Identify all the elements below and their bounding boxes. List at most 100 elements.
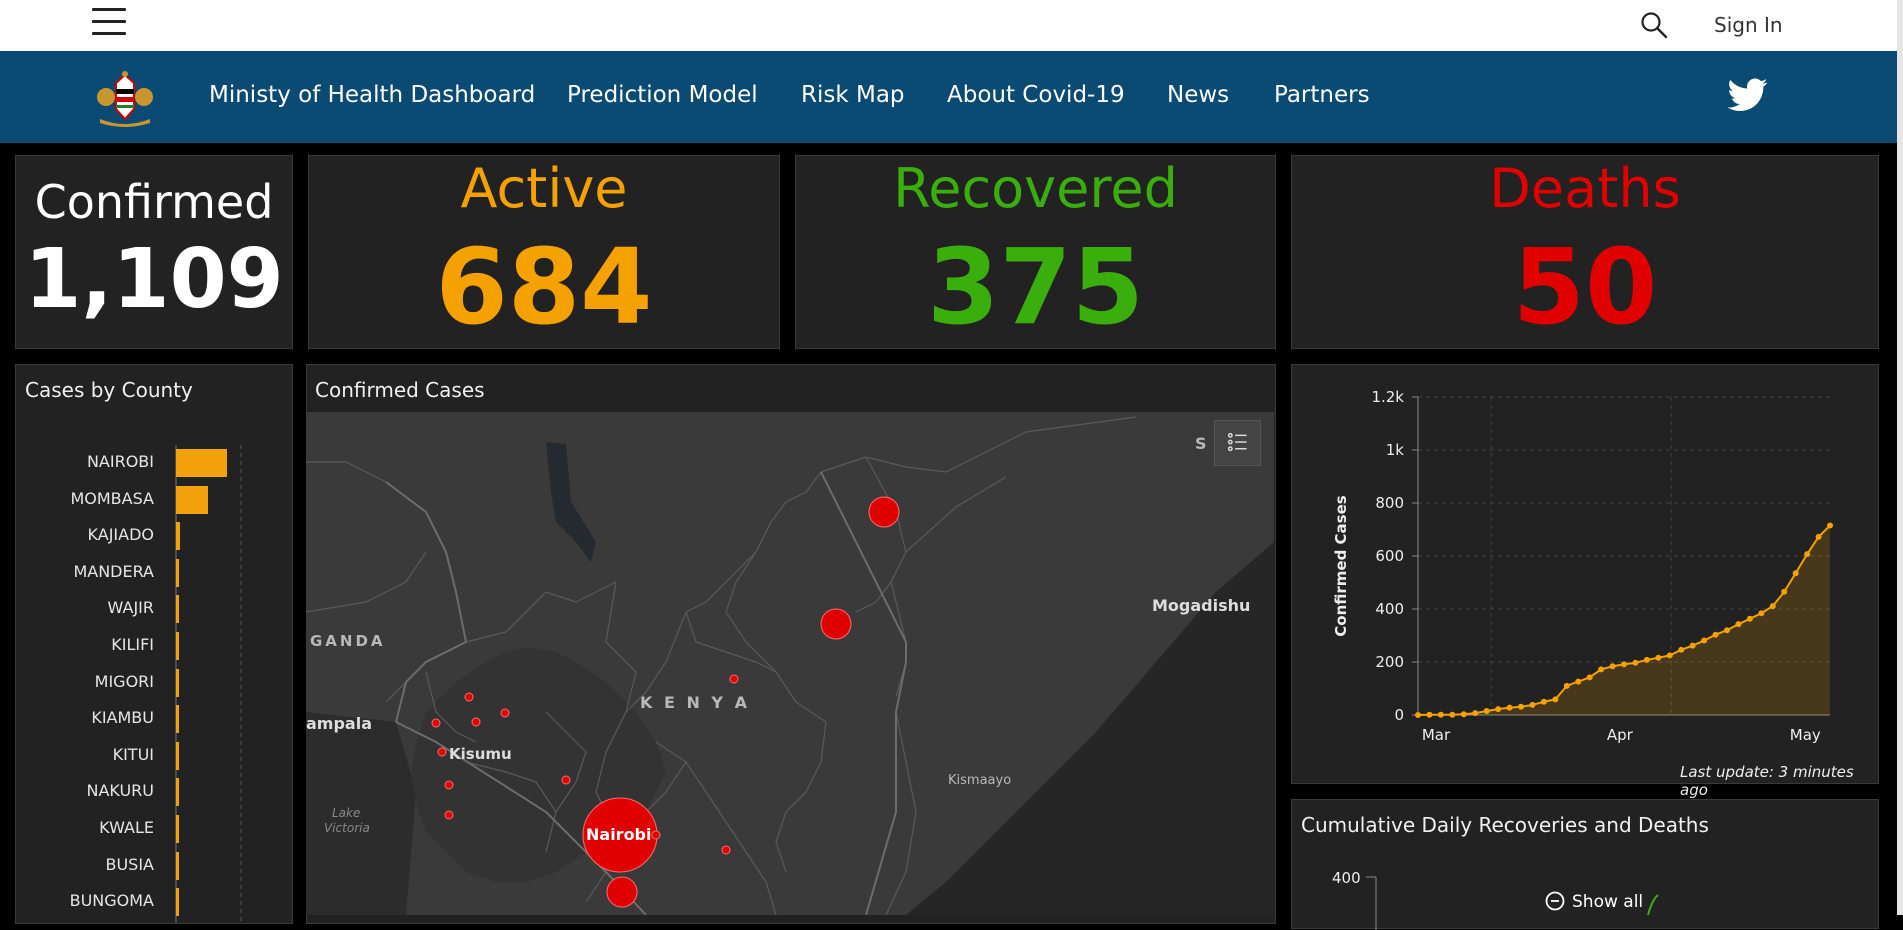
chart-y-axis-label: Confirmed Cases	[1332, 495, 1350, 637]
county-name: KITUI	[112, 744, 154, 764]
county-bar[interactable]	[176, 741, 179, 770]
county-bar[interactable]	[176, 558, 179, 587]
sign-in-link[interactable]: Sign In	[1714, 13, 1783, 37]
chart-y-tick-label: 0	[1394, 706, 1404, 724]
county-bar[interactable]	[176, 632, 179, 660]
recovered-value: 375	[926, 226, 1145, 348]
chart-data-point	[1655, 654, 1662, 661]
county-bar[interactable]	[176, 668, 179, 697]
nav-item-ministry-dashboard[interactable]: Ministy of Health Dashboard	[209, 82, 536, 108]
nav-item-about-covid[interactable]: About Covid-19	[947, 82, 1125, 108]
case-marker	[561, 775, 571, 785]
chart-data-point	[1449, 711, 1456, 718]
case-marker	[437, 747, 447, 757]
county-bar[interactable]	[176, 815, 179, 843]
county-bar[interactable]	[176, 705, 179, 734]
deaths-label: Deaths	[1489, 157, 1681, 220]
county-row[interactable]: NAIROBI	[16, 447, 286, 477]
nav-item-risk-map[interactable]: Risk Map	[801, 82, 905, 108]
lake-victoria	[306, 712, 416, 915]
nav-item-partners[interactable]: Partners	[1274, 82, 1370, 108]
county-name: WAJIR	[107, 598, 154, 618]
county-bar[interactable]	[176, 888, 179, 917]
chart-data-point	[1609, 663, 1616, 670]
lake-turkana	[546, 442, 596, 562]
kenya-coat-of-arms-logo[interactable]	[94, 69, 156, 129]
county-row[interactable]: BUNGOMA	[16, 886, 286, 917]
last-update-text: Last update: 3 minutes ago	[1680, 763, 1854, 799]
chart-x-tick-label: May	[1790, 726, 1821, 744]
show-all-label: Show all	[1572, 892, 1644, 912]
legend-list-icon	[1227, 432, 1247, 452]
county-bar[interactable]	[176, 778, 179, 807]
county-name: MOMBASA	[70, 488, 154, 508]
case-marker	[721, 845, 731, 855]
chart-data-point	[1495, 706, 1502, 713]
county-name: KIAMBU	[91, 708, 154, 728]
recoveries-deaths-panel: Cumulative Daily Recoveries and Deaths 4…	[1291, 799, 1879, 930]
chart-data-point	[1666, 652, 1673, 659]
indian-ocean	[906, 542, 1274, 915]
deaths-panel: Deaths 50	[1291, 155, 1879, 349]
hamburger-menu-icon[interactable]	[92, 8, 126, 38]
case-marker	[444, 810, 454, 820]
county-bar[interactable]	[176, 851, 179, 880]
county-row[interactable]: BUSIA	[16, 850, 286, 880]
chart-data-point	[1506, 704, 1513, 711]
chart-data-point	[1540, 698, 1547, 705]
chart-x-tick-label: Apr	[1607, 726, 1634, 744]
county-bar[interactable]	[176, 595, 179, 624]
map-basemap	[306, 412, 1274, 915]
county-row[interactable]: KILIFI	[16, 630, 286, 660]
legend-button[interactable]	[1214, 420, 1261, 466]
recovered-label: Recovered	[893, 157, 1178, 220]
confirmed-label: Confirmed	[34, 175, 274, 229]
county-row[interactable]: KITUI	[16, 740, 286, 770]
twitter-icon[interactable]	[1728, 78, 1768, 112]
county-name: BUNGOMA	[69, 891, 154, 911]
county-row[interactable]: NAKURU	[16, 776, 286, 807]
chart-data-point	[1815, 533, 1822, 540]
confirmed-cases-chart[interactable]: 0 200 400 600 800 1k 1.2k Mar Apr May Confirmed Ca…	[1292, 365, 1880, 785]
chart-data-point	[1643, 656, 1650, 663]
county-bar[interactable]	[176, 522, 181, 551]
chart-area-fill	[1418, 525, 1830, 715]
search-icon[interactable]	[1640, 11, 1668, 39]
county-name: KWALE	[99, 818, 154, 837]
chart-data-point	[1804, 551, 1811, 558]
county-bar[interactable]	[176, 485, 208, 514]
zoom-out-icon	[1545, 891, 1565, 911]
nav-item-prediction-model[interactable]: Prediction Model	[567, 82, 758, 108]
scrollbar[interactable]	[1897, 0, 1903, 915]
map-label-kisumu: Kisumu	[449, 745, 512, 763]
county-row[interactable]: MIGORI	[16, 667, 286, 697]
show-all-button[interactable]: Show all	[1544, 890, 1643, 914]
county-name: MANDERA	[73, 561, 154, 581]
chart-y-tick-label: 200	[1375, 653, 1404, 671]
case-marker	[651, 830, 661, 840]
chart-data-point	[1586, 674, 1593, 681]
nav-item-news[interactable]: News	[1167, 82, 1230, 108]
county-bar[interactable]	[176, 449, 227, 477]
case-marker	[471, 717, 481, 727]
case-marker	[464, 692, 474, 702]
chart-data-point	[1746, 615, 1753, 622]
confirmed-cases-map[interactable]: GANDA ampala K E N Y A Kisumu Nairobi Mo…	[306, 412, 1274, 915]
county-row[interactable]: KAJIADO	[16, 520, 286, 551]
chart-data-point	[1563, 682, 1570, 689]
county-row[interactable]: MOMBASA	[16, 484, 286, 514]
recoveries-deaths-title: Cumulative Daily Recoveries and Deaths	[1301, 813, 1709, 837]
nav-bar	[0, 51, 1897, 143]
chart-data-point	[1483, 708, 1490, 715]
chart-data-point	[1552, 696, 1559, 703]
county-row[interactable]: MANDERA	[16, 557, 286, 587]
county-row[interactable]: WAJIR	[16, 593, 286, 624]
chart-data-point	[1792, 570, 1799, 577]
map-label-victoria: Victoria	[324, 821, 370, 835]
county-row[interactable]: KWALE	[16, 813, 286, 843]
chart-data-point	[1460, 711, 1467, 718]
map-label-uganda: GANDA	[310, 632, 386, 650]
county-row[interactable]: KIAMBU	[16, 703, 286, 734]
chart-data-point	[1437, 711, 1444, 718]
active-label: Active	[460, 157, 628, 220]
